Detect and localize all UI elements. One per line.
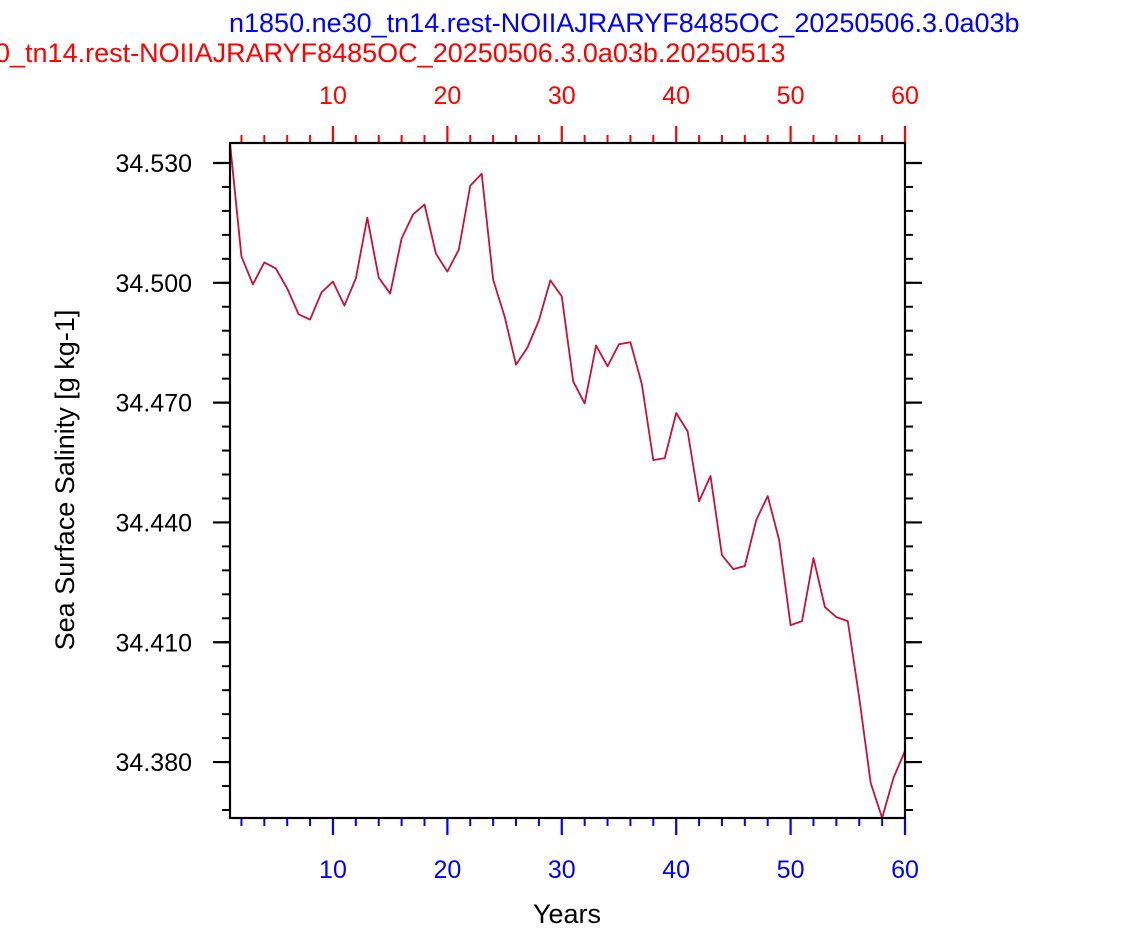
x-axis-label: Years (533, 899, 601, 929)
y-tick-label: 34.470 (116, 390, 192, 418)
y-axis-label: Sea Surface Salinity [g kg-1] (50, 310, 80, 651)
chart-title-second: 0_tn14.rest-NOIIAJRARYF8485OC_20250506.3… (0, 38, 786, 68)
x-tick-label: 60 (891, 856, 919, 884)
y-tick-label: 34.440 (116, 509, 192, 537)
y-tick-label: 34.530 (116, 150, 192, 178)
top-x-tick-label: 10 (319, 82, 347, 110)
tick-labels: 10 20 30 40 50 60 10 20 30 40 50 60 34.380 34.410 34.4… (116, 82, 919, 884)
x-tick-label: 30 (548, 856, 576, 884)
top-x-tick-label: 60 (891, 82, 919, 110)
plot-frame (228, 141, 907, 820)
top-x-tick-label: 50 (777, 82, 805, 110)
x-tick-label: 20 (433, 856, 461, 884)
x-tick-label: 50 (777, 856, 805, 884)
top-x-tick-label: 40 (662, 82, 690, 110)
y-tick-label: 34.500 (116, 270, 192, 298)
x-tick-label: 10 (319, 856, 347, 884)
top-x-tick-label: 30 (548, 82, 576, 110)
x-tick-label: 40 (662, 856, 690, 884)
axis-ticks (213, 126, 922, 835)
chart-title-top: n1850.ne30_tn14.rest-NOIIAJRARYF8485OC_2… (229, 8, 1020, 38)
series-line (229, 142, 906, 819)
y-tick-label: 34.410 (116, 629, 192, 657)
y-tick-label: 34.380 (116, 749, 192, 777)
top-x-tick-label: 20 (433, 82, 461, 110)
